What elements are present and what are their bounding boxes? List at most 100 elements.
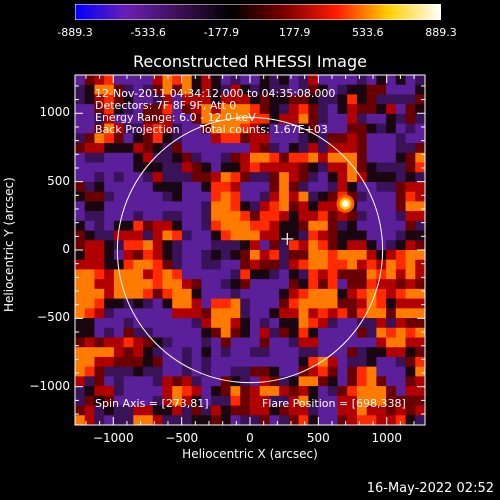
heatmap-cell [415, 211, 425, 222]
heatmap-cell [259, 75, 271, 86]
heatmap-cell [386, 415, 397, 425]
heatmap-cell [395, 143, 407, 154]
heatmap-cell [230, 288, 241, 300]
heatmap-cell [318, 279, 329, 290]
heatmap-cell [123, 415, 134, 425]
heatmap-cell [405, 104, 416, 115]
detectors-label: Detectors: 7F 8F 9F, Att 0 [95, 99, 237, 112]
heatmap-cell [347, 405, 358, 416]
heatmap-cell [308, 376, 319, 387]
heatmap-cell [327, 376, 339, 387]
heatmap-cell [113, 143, 125, 154]
heatmap-cell [279, 172, 290, 183]
heatmap-cell [230, 240, 241, 251]
heatmap-cell [288, 366, 300, 377]
heatmap-cell [356, 84, 368, 96]
heatmap-cell [172, 123, 183, 134]
heatmap-cell [123, 259, 134, 271]
heatmap-cell [259, 327, 271, 339]
heatmap-cell [395, 201, 407, 212]
heatmap-cell [75, 240, 86, 251]
heatmap-cell [318, 337, 329, 348]
heatmap-cell [288, 143, 300, 154]
heatmap-cell [356, 143, 368, 154]
heatmap-cell [230, 386, 241, 397]
heatmap-cell [230, 162, 241, 173]
heatmap-cell [386, 386, 397, 397]
x-tick-label: −1000 [92, 431, 134, 445]
heatmap-cell [133, 269, 144, 280]
heatmap-cell [133, 181, 144, 193]
heatmap-cell [250, 181, 261, 193]
y-tick-label: 0 [62, 242, 70, 256]
heatmap-cell [366, 395, 377, 407]
heatmap-cell [259, 220, 271, 232]
heatmap-cell [288, 415, 300, 425]
heatmap-cell [104, 240, 115, 251]
heatmap-cell [288, 152, 300, 164]
heatmap-cell [376, 376, 387, 387]
heatmap-cell [337, 133, 348, 144]
heatmap-cell [279, 181, 290, 193]
heatmap-cell [327, 84, 339, 96]
heatmap-cell [327, 356, 339, 368]
heatmap-cell [104, 269, 115, 280]
heatmap-cell [104, 259, 115, 271]
heatmap-cell [152, 356, 164, 368]
heatmap-cell [386, 308, 397, 319]
heatmap-cell [75, 347, 86, 358]
heatmap-cell [201, 211, 212, 222]
heatmap-cell [75, 327, 86, 339]
heatmap-cell [376, 152, 387, 164]
heatmap-cell [259, 269, 271, 280]
heatmap-cell [269, 201, 280, 212]
heatmap-cell [220, 181, 232, 193]
heatmap-cell [162, 279, 173, 290]
heatmap-cell [211, 269, 222, 280]
heatmap-cell [259, 152, 271, 164]
heatmap-cell [250, 279, 261, 290]
heatmap-cell [75, 337, 86, 348]
heatmap-cell [143, 75, 154, 86]
heatmap-cell [181, 201, 193, 212]
heatmap-cell [259, 201, 271, 212]
heatmap-cell [327, 250, 339, 261]
heatmap-cell [191, 415, 202, 425]
heatmap-cell [181, 376, 193, 387]
heatmap-cell [337, 405, 348, 416]
heatmap-cell [220, 298, 232, 309]
heatmap-cell [201, 259, 212, 271]
heatmap-cell [269, 113, 280, 125]
heatmap-cell [143, 415, 154, 425]
heatmap-cell [318, 250, 329, 261]
heatmap-cell [94, 288, 105, 300]
heatmap-cell [386, 376, 397, 387]
heatmap-cell [143, 181, 154, 193]
heatmap-cell [337, 172, 348, 183]
heatmap-cell [269, 84, 280, 96]
heatmap-cell [415, 405, 425, 416]
heatmap-cell [279, 327, 290, 339]
heatmap-cell [288, 327, 300, 339]
heatmap-cell [415, 220, 425, 232]
heatmap-cell [356, 113, 368, 125]
heatmap-cell [386, 347, 397, 358]
heatmap-cell [298, 269, 309, 280]
heatmap-cell [269, 123, 280, 134]
heatmap-cell [395, 298, 407, 309]
heatmap-cell [250, 84, 261, 96]
heatmap-cell [415, 230, 425, 241]
heatmap-cell [386, 288, 397, 300]
heatmap-cell [356, 211, 368, 222]
heatmap-cell [279, 356, 290, 368]
heatmap-cell [133, 405, 144, 416]
heatmap-cell [269, 347, 280, 358]
heatmap-cell [376, 366, 387, 377]
heatmap-cell [366, 172, 377, 183]
heatmap-cell [327, 133, 339, 144]
heatmap-cell [230, 113, 241, 125]
heatmap-cell [250, 211, 261, 222]
heatmap-cell [162, 250, 173, 261]
heatmap-cell [75, 84, 86, 96]
heatmap-cell [230, 220, 241, 232]
